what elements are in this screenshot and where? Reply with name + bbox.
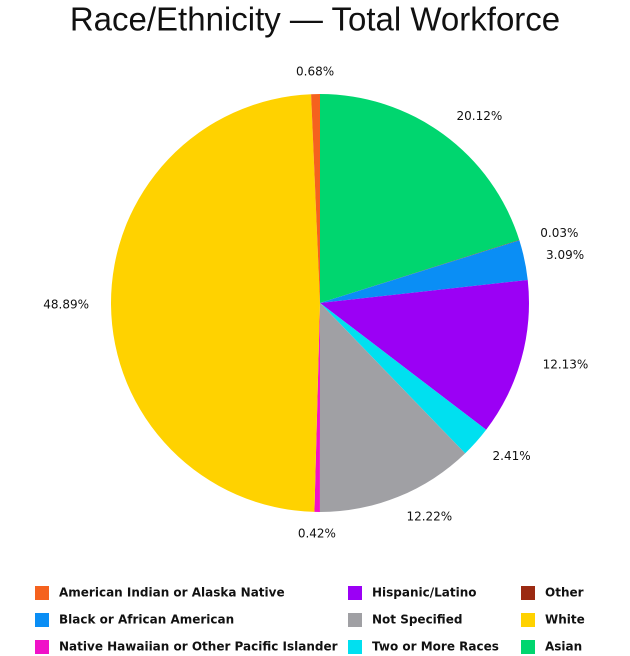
data-label: 0.03% (540, 226, 578, 240)
legend-label: Two or More Races (372, 640, 499, 654)
data-label: 20.12% (456, 109, 502, 123)
legend-swatch (521, 586, 535, 600)
pie-slice (319, 303, 466, 513)
data-label: 12.13% (543, 357, 589, 371)
legend-label: American Indian or Alaska Native (59, 586, 285, 600)
data-label: 0.42% (298, 526, 336, 540)
pie-slice (320, 94, 520, 303)
pie-slice (320, 279, 529, 430)
data-label: 0.68% (296, 65, 334, 79)
legend-swatch (35, 640, 49, 654)
legend-swatch (348, 586, 362, 600)
legend-swatch (348, 640, 362, 654)
legend-swatch (348, 613, 362, 627)
legend-label: Black or African American (59, 613, 234, 627)
legend-label: Not Specified (372, 613, 462, 627)
legend-label: White (545, 613, 585, 627)
data-label: 2.41% (493, 449, 531, 463)
data-label: 48.89% (43, 297, 89, 311)
legend-label: Hispanic/Latino (372, 586, 477, 600)
pie-slice (111, 94, 320, 512)
data-label: 3.09% (546, 248, 584, 262)
pie-slice (320, 303, 487, 454)
data-label: 12.22% (406, 510, 452, 524)
pie-slice (320, 239, 520, 303)
pie-slice (320, 240, 528, 303)
legend-swatch (35, 613, 49, 627)
chart-title: Race/Ethnicity — Total Workforce (70, 1, 560, 38)
legend-label: Other (545, 586, 584, 600)
legend-label: Asian (545, 640, 582, 654)
legend-swatch (521, 640, 535, 654)
pie-slice (314, 303, 320, 512)
legend-swatch (521, 613, 535, 627)
legend-label: Native Hawaiian or Other Pacific Islande… (59, 640, 338, 654)
legend-swatch (35, 586, 49, 600)
pie-slice (311, 94, 320, 303)
